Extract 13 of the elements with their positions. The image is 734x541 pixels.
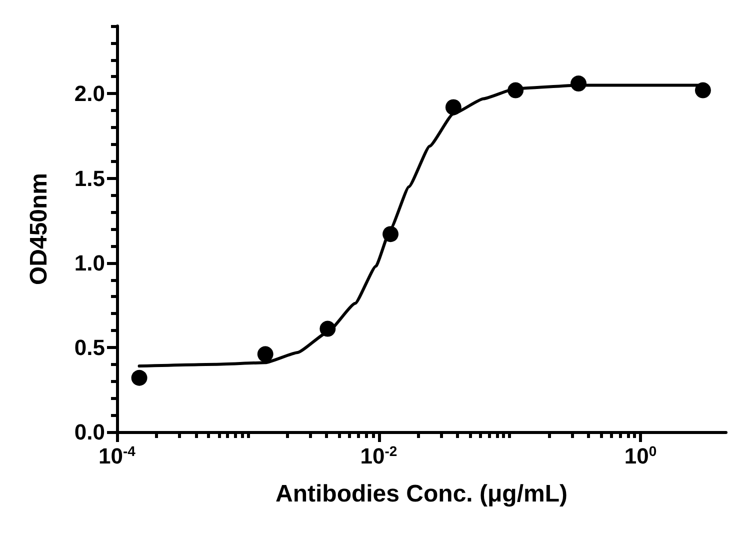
point: [382, 226, 399, 242]
point: [320, 320, 336, 337]
y-tick-label: 0.0: [74, 420, 105, 444]
x-axis-title: Antibodies Conc. (μg/mL): [276, 480, 568, 508]
y-tick-label: 0.5: [74, 334, 105, 360]
y-axis-title: OD450nm: [26, 172, 52, 286]
point: [445, 99, 462, 116]
y-tick-label: 1.0: [74, 250, 105, 276]
y-tick-label: 2.0: [74, 81, 105, 106]
y-tick-label: 1.5: [74, 166, 105, 191]
point: [570, 76, 587, 92]
point: [257, 346, 274, 362]
point: [508, 82, 524, 98]
